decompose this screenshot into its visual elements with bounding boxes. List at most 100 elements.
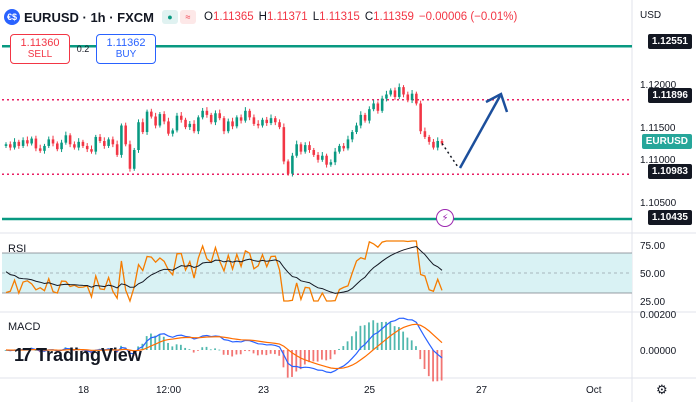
symbol-price-badge[interactable]: EURUSD (641, 134, 692, 149)
candle-body (214, 113, 217, 123)
symbol-header[interactable]: €$ EURUSD · 1h · FXCM ● ≈ O1.11365 H1.113… (4, 6, 517, 28)
macd-histogram-bar (175, 344, 178, 350)
currency-selector[interactable]: USD (640, 10, 662, 21)
macd-histogram-bar (346, 341, 349, 350)
ohlc-value: 1.11359 (373, 11, 414, 23)
level-badge-1[interactable]: 1.12551 (647, 34, 692, 49)
candle-body (98, 136, 102, 142)
macd-histogram-bar (179, 344, 182, 350)
price-tick: 1.11500 (640, 123, 676, 134)
candle-body (291, 155, 294, 174)
ohlc-item: C1.11359 (365, 11, 414, 23)
candle-body (415, 93, 418, 104)
candle-body (51, 139, 55, 144)
macd-label[interactable]: MACD (8, 321, 41, 333)
candle-body (427, 136, 431, 142)
trade-panel: 1.11360 SELL 0.2 1.11362 BUY (0, 34, 156, 64)
candle-body (406, 94, 410, 101)
symbol-title[interactable]: EURUSD · 1h · FXCM (24, 9, 154, 25)
sell-button[interactable]: 1.11360 SELL (10, 34, 70, 64)
macd-histogram-bar (295, 350, 298, 372)
candle-body (261, 119, 264, 126)
candle-body (432, 141, 435, 148)
candle-body (278, 122, 281, 128)
tradingview-logo[interactable]: 17 TradingView (14, 345, 142, 366)
candle-body (171, 130, 174, 134)
candle-body (68, 135, 72, 145)
macd-histogram-bar (197, 350, 199, 351)
settings-gear-icon[interactable]: ⚙ (656, 382, 668, 397)
candle-body (73, 144, 76, 148)
price-tick: 1.10500 (640, 198, 677, 209)
forecast-dotted-path (441, 143, 459, 168)
macd-histogram-bar (244, 350, 246, 352)
indicator-toggles[interactable]: ● ≈ (162, 10, 196, 24)
macd-histogram-bar (325, 350, 328, 361)
time-tick: Oct (586, 385, 602, 396)
macd-histogram-bar (201, 347, 204, 350)
candle-body (167, 121, 170, 134)
level-badge-4[interactable]: 1.10435 (647, 210, 692, 225)
candle-body (21, 140, 25, 146)
macd-histogram-bar (312, 350, 315, 362)
ohlc-item: H1.11371 (259, 11, 308, 23)
candle-body (436, 141, 440, 148)
candle-body (90, 149, 93, 152)
candle-body (192, 123, 196, 132)
eye-icon[interactable]: ● (162, 10, 178, 24)
candle-body (389, 90, 392, 95)
candle-body (137, 122, 140, 150)
macd-histogram-bar (239, 350, 242, 355)
macd-histogram-bar (355, 331, 358, 350)
macd-histogram-bar (376, 322, 379, 350)
rsi-line (5, 240, 443, 303)
macd-histogram-bar (402, 331, 405, 350)
candle-body (94, 136, 98, 152)
ohlc-value: −0.00006 (−0.01%) (418, 11, 518, 23)
macd-histogram-bar (171, 346, 174, 350)
level-badge-3[interactable]: 1.10983 (647, 164, 692, 179)
candle-body (205, 110, 209, 115)
macd-histogram-bar (359, 325, 362, 350)
macd-histogram-bar (410, 340, 413, 350)
candle-body (333, 151, 337, 163)
candle-body (376, 103, 380, 111)
macd-histogram-bar (415, 346, 417, 350)
macd-histogram-bar (291, 350, 293, 377)
sell-label: SELL (27, 49, 53, 60)
candle-body (107, 139, 110, 146)
forecast-arrowhead (485, 92, 509, 113)
candle-body (34, 138, 38, 149)
candle-body (13, 141, 16, 148)
candle-body (4, 144, 8, 146)
sell-price: 1.11360 (20, 37, 60, 49)
candle-body (308, 145, 311, 150)
candle-body (274, 118, 277, 123)
rsi-label[interactable]: RSI (8, 243, 27, 255)
candle-body (248, 110, 251, 118)
macd-histogram-bar (393, 326, 396, 350)
wave-icon[interactable]: ≈ (180, 10, 196, 24)
macd-histogram-bar (192, 350, 195, 353)
macd-histogram-bar (248, 350, 251, 352)
candle-body (359, 114, 363, 126)
candle-body (410, 93, 414, 101)
level-badge-2[interactable]: 1.11896 (648, 88, 692, 103)
ohlc-value: 1.11315 (319, 11, 360, 23)
candle-body (402, 87, 405, 95)
ohlc-item: −0.00006 (−0.01%) (419, 11, 517, 23)
macd-histogram-bar (385, 321, 387, 350)
candle-body (26, 140, 29, 144)
macd-histogram-bar (333, 350, 336, 355)
candle-body (282, 127, 286, 162)
alert-bolt-icon[interactable]: ⚡ (436, 209, 454, 227)
candle-body (85, 145, 89, 150)
time-tick: 25 (364, 385, 376, 396)
candle-body (56, 143, 59, 150)
buy-button[interactable]: 1.11362 BUY (96, 34, 156, 64)
candle-body (209, 114, 213, 123)
candle-body (299, 144, 303, 152)
candle-body (316, 154, 320, 160)
ohlc-item: O1.11365 (204, 11, 254, 23)
